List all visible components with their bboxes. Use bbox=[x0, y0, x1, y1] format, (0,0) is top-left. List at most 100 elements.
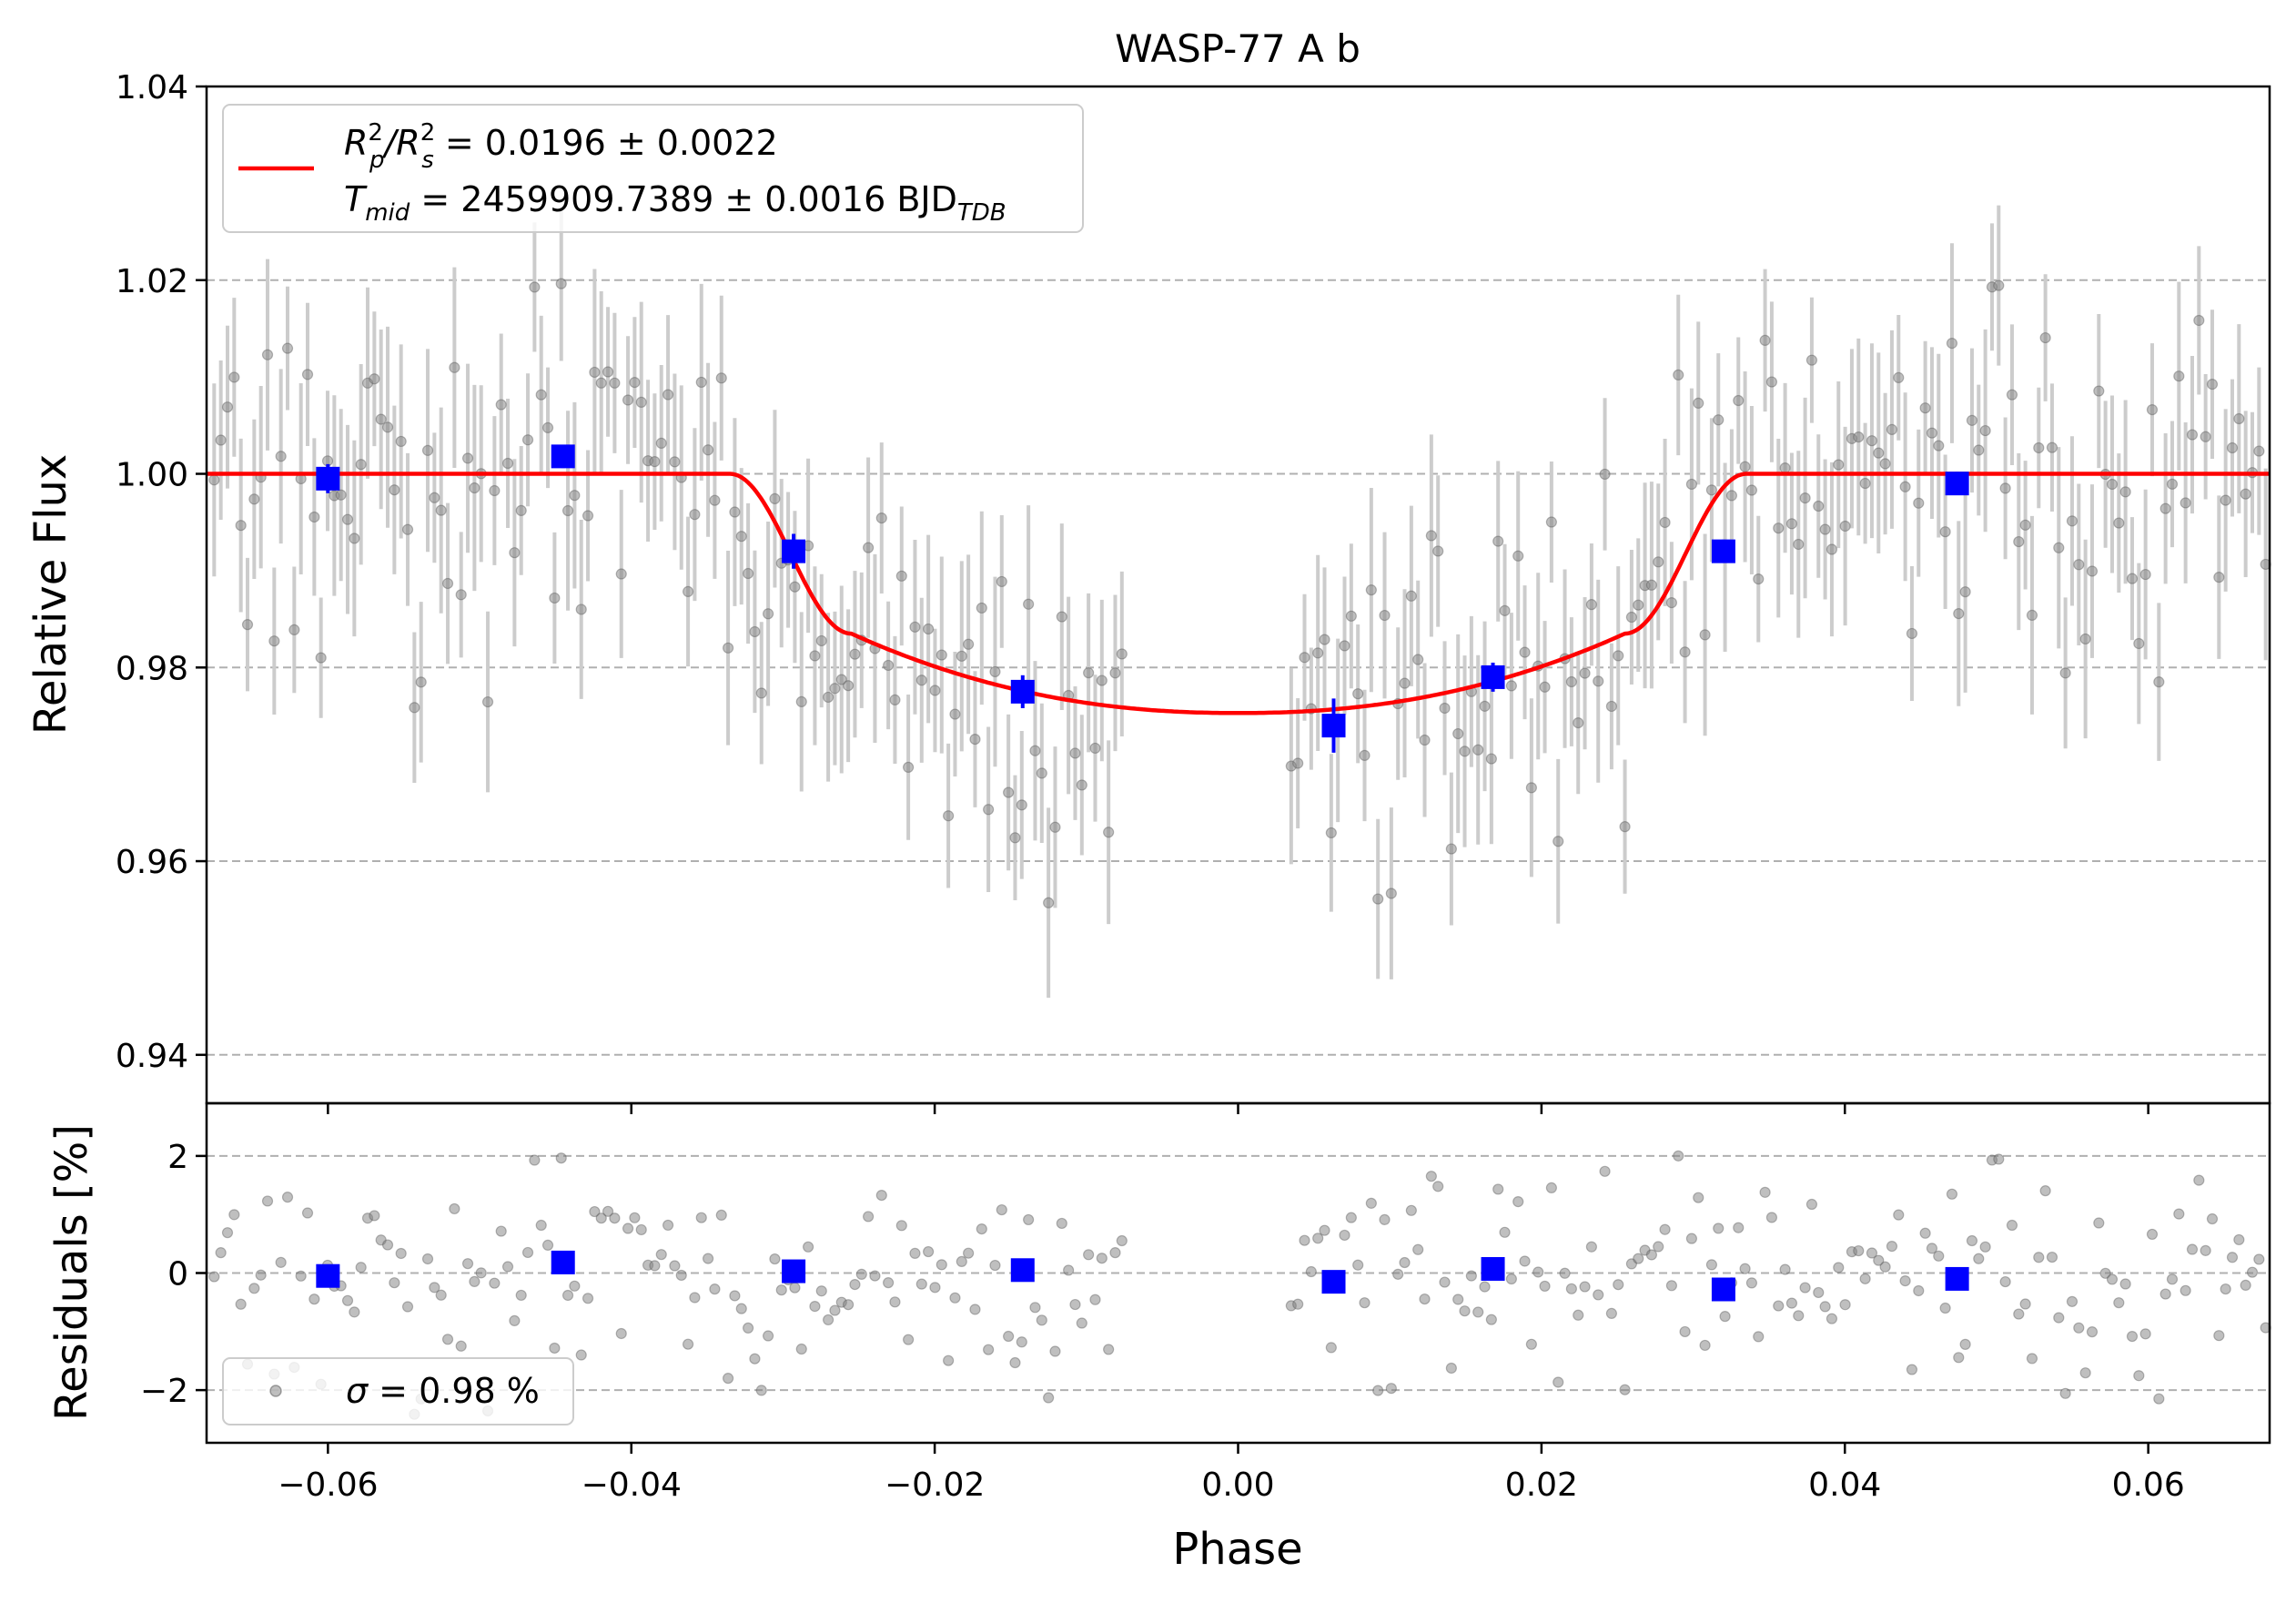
x-tick-label: 0.04 bbox=[1808, 1466, 1881, 1504]
flux-raw-point bbox=[1853, 431, 1865, 443]
flux-raw-point bbox=[575, 604, 587, 615]
residual-raw-point bbox=[2113, 1297, 2125, 1309]
flux-raw-point bbox=[1625, 611, 1637, 624]
residual-raw-point bbox=[2099, 1267, 2111, 1279]
flux-raw-point bbox=[1866, 435, 1878, 447]
flux-raw-point bbox=[1299, 652, 1310, 664]
flux-raw-point bbox=[749, 625, 761, 638]
flux-raw-point bbox=[1826, 543, 1838, 555]
flux-raw-point bbox=[435, 504, 447, 516]
flux-raw-point bbox=[461, 452, 474, 464]
flux-raw-point bbox=[2146, 404, 2159, 416]
flux-raw-point bbox=[495, 399, 507, 411]
flux-raw-point bbox=[535, 389, 547, 401]
flux-raw-point bbox=[1679, 646, 1691, 658]
residuals-binned-points bbox=[316, 1250, 1969, 1302]
residual-raw-point bbox=[2006, 1219, 2018, 1232]
flux-raw-point bbox=[1083, 667, 1095, 679]
flux-y-tick-label: 1.04 bbox=[116, 69, 188, 107]
residual-raw-point bbox=[2146, 1228, 2159, 1241]
flux-raw-point bbox=[629, 377, 641, 389]
flux-binned-point bbox=[1711, 539, 1735, 563]
residual-raw-point bbox=[1813, 1286, 1825, 1299]
residual-raw-point bbox=[1605, 1307, 1617, 1319]
flux-raw-point bbox=[729, 506, 741, 518]
residual-raw-point bbox=[1425, 1171, 1437, 1182]
flux-raw-point bbox=[1553, 836, 1564, 847]
residual-raw-point bbox=[1076, 1317, 1087, 1329]
flux-raw-point bbox=[281, 342, 294, 354]
residual-raw-point bbox=[1485, 1314, 1497, 1325]
residual-raw-point bbox=[2106, 1273, 2119, 1285]
flux-raw-point bbox=[1379, 609, 1391, 622]
residual-raw-point bbox=[561, 1289, 574, 1302]
flux-raw-point bbox=[469, 482, 480, 494]
residuals-y-tick-label: 0 bbox=[167, 1256, 188, 1294]
residual-raw-point bbox=[889, 1296, 901, 1308]
flux-raw-point bbox=[1405, 590, 1417, 602]
x-tick-label: −0.06 bbox=[278, 1466, 378, 1504]
residual-raw-point bbox=[823, 1314, 834, 1326]
flux-raw-point bbox=[2193, 314, 2205, 327]
residual-raw-point bbox=[1016, 1336, 1027, 1348]
residual-raw-point bbox=[355, 1262, 367, 1273]
residual-raw-point bbox=[742, 1322, 754, 1334]
flux-raw-point bbox=[1693, 397, 1704, 409]
residuals-raw-points bbox=[208, 1150, 2271, 1420]
flux-raw-point bbox=[1805, 354, 1818, 366]
residual-raw-point bbox=[863, 1211, 875, 1223]
residual-raw-point bbox=[549, 1342, 561, 1354]
residual-raw-point bbox=[1109, 1247, 1121, 1259]
flux-raw-point bbox=[589, 366, 601, 379]
residual-raw-point bbox=[208, 1271, 220, 1283]
x-tick-label: −0.02 bbox=[885, 1466, 985, 1504]
residual-raw-point bbox=[389, 1277, 400, 1289]
residual-raw-point bbox=[441, 1334, 454, 1345]
flux-raw-point bbox=[1519, 646, 1531, 658]
flux-raw-point bbox=[1579, 667, 1591, 679]
residual-raw-point bbox=[1056, 1217, 1067, 1230]
flux-raw-point bbox=[335, 489, 347, 501]
residual-raw-point bbox=[1103, 1344, 1115, 1355]
residual-raw-point bbox=[1805, 1198, 1818, 1211]
flux-binned-point bbox=[1010, 679, 1035, 704]
residual-raw-point bbox=[349, 1306, 360, 1318]
flux-raw-point bbox=[1319, 634, 1330, 645]
residual-raw-point bbox=[729, 1290, 741, 1302]
flux-raw-point bbox=[1859, 477, 1871, 490]
residual-raw-point bbox=[589, 1205, 601, 1218]
flux-binned-points bbox=[316, 444, 1969, 753]
flux-raw-point bbox=[2253, 445, 2265, 457]
residual-raw-point bbox=[2059, 1387, 2071, 1399]
residual-raw-point bbox=[1472, 1306, 1484, 1318]
flux-raw-point bbox=[655, 437, 667, 449]
flux-raw-point bbox=[1339, 640, 1350, 652]
flux-raw-point bbox=[1713, 414, 1725, 426]
flux-raw-point bbox=[582, 510, 594, 522]
flux-raw-point bbox=[2013, 535, 2025, 548]
flux-raw-point bbox=[315, 652, 327, 664]
residual-raw-point bbox=[1946, 1188, 1958, 1200]
flux-raw-point bbox=[595, 377, 607, 389]
residual-raw-point bbox=[1759, 1186, 1771, 1198]
flux-binned-point bbox=[1321, 714, 1346, 738]
flux-raw-point bbox=[1069, 747, 1081, 759]
residual-raw-point bbox=[1312, 1233, 1324, 1244]
flux-raw-point bbox=[449, 361, 460, 373]
residual-raw-point bbox=[2173, 1208, 2185, 1220]
flux-raw-point bbox=[2200, 431, 2211, 442]
flux-raw-point bbox=[1452, 727, 1464, 740]
flux-raw-point bbox=[1009, 832, 1021, 844]
residual-raw-point bbox=[2213, 1330, 2225, 1342]
residual-raw-point bbox=[215, 1247, 227, 1259]
flux-raw-point bbox=[1799, 492, 1811, 504]
residual-raw-point bbox=[1559, 1267, 1571, 1279]
residual-raw-point bbox=[515, 1289, 527, 1302]
flux-raw-point bbox=[241, 619, 254, 631]
flux-raw-point bbox=[515, 504, 527, 517]
residual-raw-point bbox=[1452, 1294, 1464, 1305]
flux-raw-point bbox=[909, 621, 921, 633]
flux-raw-point bbox=[762, 608, 774, 620]
residual-raw-point bbox=[575, 1349, 587, 1361]
residual-raw-point bbox=[1499, 1226, 1511, 1238]
